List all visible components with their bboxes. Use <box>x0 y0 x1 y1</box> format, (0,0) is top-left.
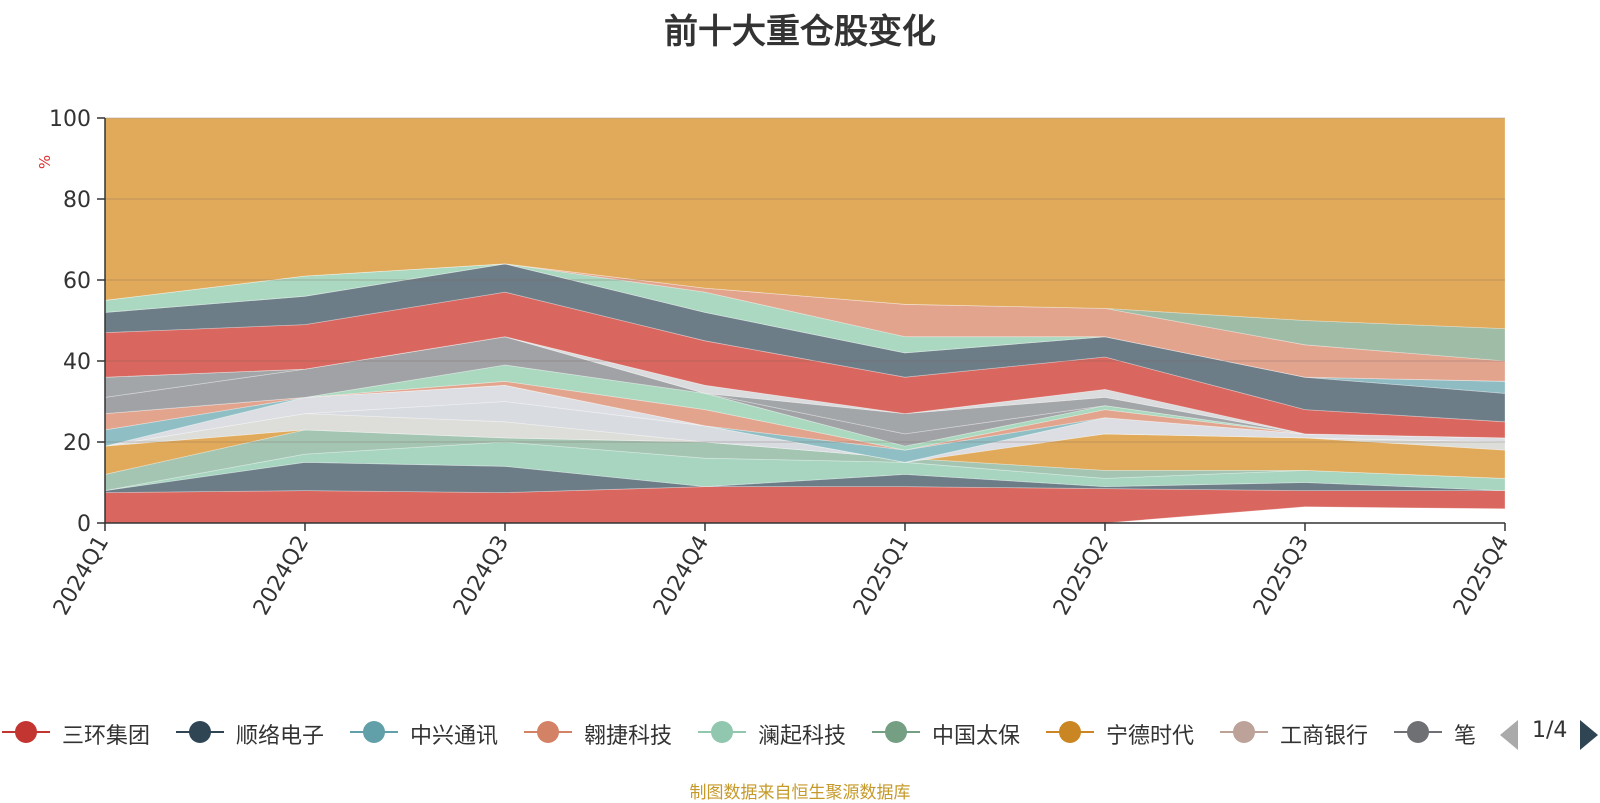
y-tick-label: 0 <box>77 512 91 537</box>
legend-label: 三环集团 <box>62 724 151 749</box>
area-band-15 <box>104 291 1506 439</box>
legend-marker-icon <box>698 721 746 743</box>
legend-marker-icon <box>176 721 224 743</box>
legend-label: 宁德时代 <box>1106 724 1195 749</box>
next-page-icon[interactable] <box>1580 720 1600 750</box>
area-band-2 <box>104 461 1506 494</box>
area-bands <box>104 117 1506 524</box>
legend-marker-icon <box>1046 721 1094 743</box>
x-tick-label: 2025Q3 <box>1249 532 1314 620</box>
grid-lines <box>105 117 1505 443</box>
prev-page-icon[interactable] <box>1500 720 1520 750</box>
legend-marker-icon <box>1220 721 1268 743</box>
y-tick-label: 80 <box>63 188 91 213</box>
stacked-area-chart: 0 20 40 60 80 100 2024Q1 2024Q2 2024Q3 2024Q4 2025… <box>36 107 1514 620</box>
y-tick-label: 60 <box>63 269 91 294</box>
area-band-21 <box>104 117 1506 330</box>
x-tick-label: 2024Q3 <box>449 532 514 620</box>
legend-label: 翱捷科技 <box>584 724 673 749</box>
legend-label: 笔 <box>1454 724 1477 749</box>
area-band-1 <box>104 486 1506 524</box>
y-tick-label: 100 <box>49 107 91 132</box>
y-tick-label: 40 <box>63 350 91 375</box>
legend-label: 澜起科技 <box>758 724 847 749</box>
chart-title: 前十大重仓股变化 <box>664 12 936 52</box>
legend-marker-icon <box>524 721 572 743</box>
y-tick-label: 20 <box>63 431 91 456</box>
legend-pager: 1/4 <box>1500 716 1600 752</box>
legend-label: 中国太保 <box>932 724 1021 749</box>
area-band-5 <box>104 429 1506 479</box>
legend-page-indicator: 1/4 <box>1532 718 1568 743</box>
data-source-note: 制图数据来自恒生聚源数据库 <box>689 783 911 803</box>
legend-marker-icon <box>1394 721 1442 743</box>
x-tick-label: 2025Q2 <box>1049 532 1114 620</box>
x-tick-label: 2025Q4 <box>1449 532 1514 620</box>
legend-marker-icon <box>350 721 398 743</box>
area-band-19 <box>104 263 1506 382</box>
legend-label: 中兴通讯 <box>410 724 499 749</box>
legend-label: 工商银行 <box>1280 724 1369 749</box>
x-tick-label: 2024Q4 <box>649 532 714 620</box>
legend-marker-icon <box>872 721 920 743</box>
area-band-17 <box>104 263 1506 394</box>
x-tick-label: 2025Q1 <box>849 532 914 620</box>
y-axis-label: % <box>36 155 54 169</box>
area-band-16 <box>104 263 1506 423</box>
legend-label: 顺络电子 <box>236 724 325 749</box>
area-band-20 <box>104 263 1506 362</box>
legend: 三环集团 顺络电子 中兴通讯 翱捷科技 澜起科技 中国太保 宁德时代 工商银行 笔 <box>0 712 1490 752</box>
x-tick-label: 2024Q2 <box>249 532 314 620</box>
x-tick-label: 2024Q1 <box>49 532 114 620</box>
legend-marker-icon <box>2 721 50 743</box>
